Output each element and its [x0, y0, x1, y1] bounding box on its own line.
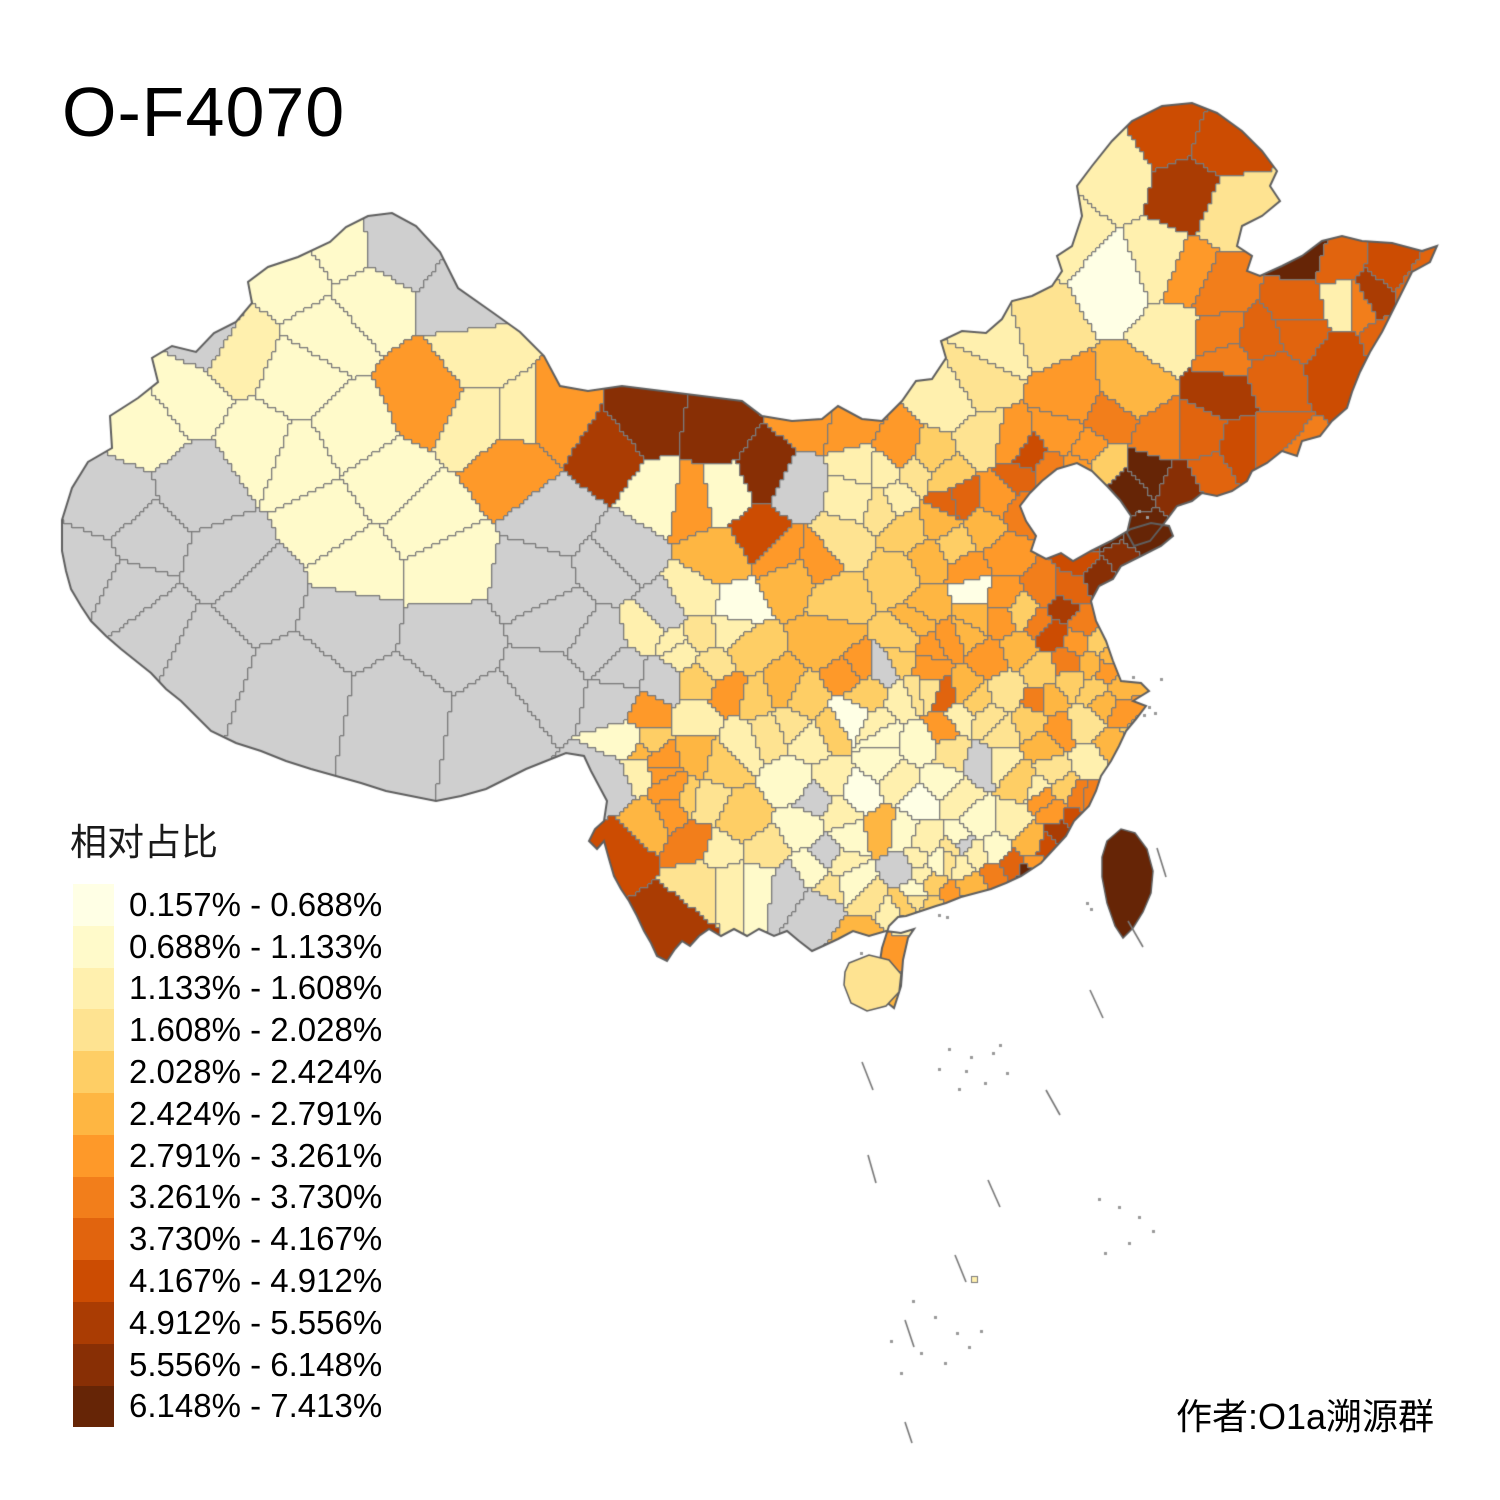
legend-label: 2.028% - 2.424%	[129, 1053, 383, 1091]
legend-swatch	[73, 1009, 114, 1052]
legend-label: 1.608% - 2.028%	[129, 1011, 383, 1049]
legend-swatch	[73, 1343, 114, 1386]
author-credit: 作者:O1a溯源群	[1175, 1396, 1434, 1437]
legend-swatch	[73, 967, 114, 1010]
legend-swatch	[73, 1218, 114, 1261]
legend-row: 3.730% - 4.167%	[73, 1218, 383, 1261]
legend-label: 3.730% - 4.167%	[129, 1220, 383, 1258]
legend-row: 0.688% - 1.133%	[73, 925, 383, 968]
legend-swatch	[73, 1176, 114, 1219]
legend-swatch	[73, 1051, 114, 1093]
legend-swatch	[73, 1385, 114, 1428]
legend-label: 2.791% - 3.261%	[129, 1136, 383, 1174]
legend-row: 1.133% - 1.608%	[73, 967, 383, 1010]
legend-row: 2.028% - 2.424%	[73, 1051, 382, 1093]
legend-label: 0.157% - 0.688%	[129, 885, 383, 923]
legend-swatch	[73, 1134, 114, 1177]
legend-label: 2.424% - 2.791%	[129, 1094, 383, 1132]
legend-label: 4.167% - 4.912%	[129, 1262, 383, 1300]
legend-row: 2.791% - 3.261%	[73, 1134, 383, 1177]
legend-swatch	[73, 884, 114, 926]
legend-title: 相对占比	[70, 822, 218, 863]
legend-rows: 0.157% - 0.688% 0.688% - 1.133% 1.133% - 1…	[73, 884, 383, 1428]
legend-row: 5.556% - 6.148%	[73, 1343, 383, 1386]
legend-label: 5.556% - 6.148%	[129, 1345, 383, 1383]
legend-row: 2.424% - 2.791%	[73, 1092, 383, 1135]
legend-row: 3.261% - 3.730%	[73, 1176, 383, 1219]
legend-swatch	[73, 1092, 114, 1135]
legend-label: 0.688% - 1.133%	[129, 927, 383, 965]
legend-row: 6.148% - 7.413%	[73, 1385, 383, 1428]
legend-row: 4.912% - 5.556%	[73, 1301, 383, 1344]
legend-row: 0.157% - 0.688%	[73, 884, 382, 926]
legend-label: 4.912% - 5.556%	[129, 1303, 383, 1341]
legend-label: 1.133% - 1.608%	[129, 969, 383, 1007]
legend-swatch	[73, 925, 114, 968]
legend-swatch	[73, 1260, 114, 1302]
legend-label: 3.261% - 3.730%	[129, 1178, 383, 1216]
legend: 相对占比 0.157% - 0.688% 0.688% - 1.133% 1.133…	[70, 812, 382, 1428]
legend-label: 6.148% - 7.413%	[129, 1387, 383, 1425]
legend-swatch	[73, 1301, 114, 1344]
page-title: O-F4070	[62, 73, 346, 151]
legend-row: 1.608% - 2.028%	[73, 1009, 383, 1052]
legend-row: 4.167% - 4.912%	[73, 1260, 382, 1302]
